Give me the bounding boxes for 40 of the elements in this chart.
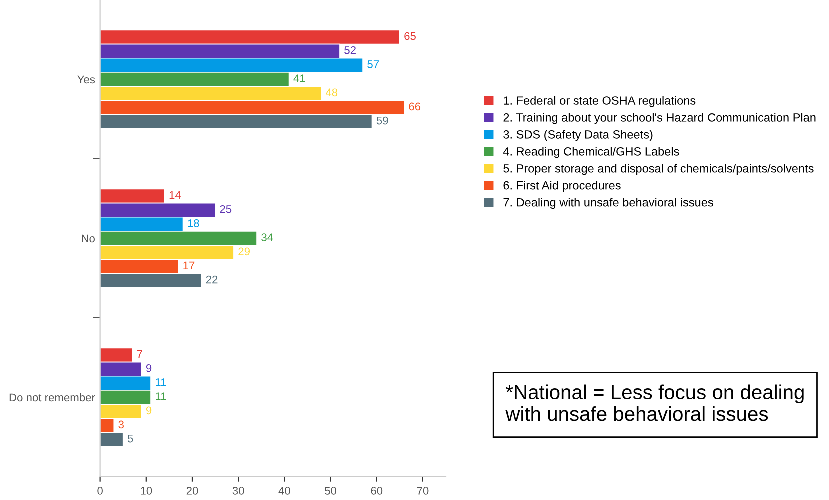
data-label: 52 [344,46,356,54]
data-label: 59 [376,116,388,125]
x-tick-label: 40 [278,487,290,495]
legend-label: 5. Proper storage and disposal of chemicals/paints/solvents [504,164,814,176]
x-tick-label: 50 [325,487,337,495]
legend-label: 1. Federal or state OSHA regulations [504,96,696,108]
data-label: 5 [128,434,134,443]
data-label: 14 [170,191,182,200]
legend-label: 2. Training about your school's Hazard Communication Plan [504,113,816,124]
data-label: 11 [156,378,166,386]
data-label: 29 [238,248,250,256]
data-label: 65 [404,32,416,40]
text: *National = Less focus on dealing with unsafe behavioral issues [506,384,804,422]
x-tick-label: 10 [141,487,152,495]
y-tick-label: No [82,234,95,243]
x-tick-label: 0 [98,487,103,495]
data-label: 9 [146,406,152,415]
legend-label: 4. Reading Chemical/GHS Labels [503,147,680,158]
data-label: 25 [220,205,232,214]
legend-label: 6. First Aid procedures [504,181,621,192]
data-label: 22 [206,276,218,284]
x-tick-label: 70 [417,487,429,495]
data-label: 57 [368,60,380,68]
x-tick-label: 60 [371,487,383,495]
data-label: 17 [184,262,195,270]
data-label: 7 [137,350,142,358]
legend-label: 7. Dealing with unsafe behavioral issues [504,198,714,210]
x-tick-label: 30 [232,487,244,495]
y-tick-label: Yes [78,76,96,84]
data-label: 11 [156,392,166,400]
data-label: 3 [118,420,124,429]
data-label: 66 [409,102,421,111]
data-label: 48 [326,88,338,97]
data-label: 34 [262,234,274,242]
data-label: 18 [188,220,200,228]
x-tick-label: 20 [186,487,198,495]
y-tick-label: Do not remember [10,393,96,402]
legend-label: 3. SDS (Safety Data Sheets) [504,130,653,142]
data-label: 41 [294,74,306,82]
data-label: 9 [146,364,152,372]
